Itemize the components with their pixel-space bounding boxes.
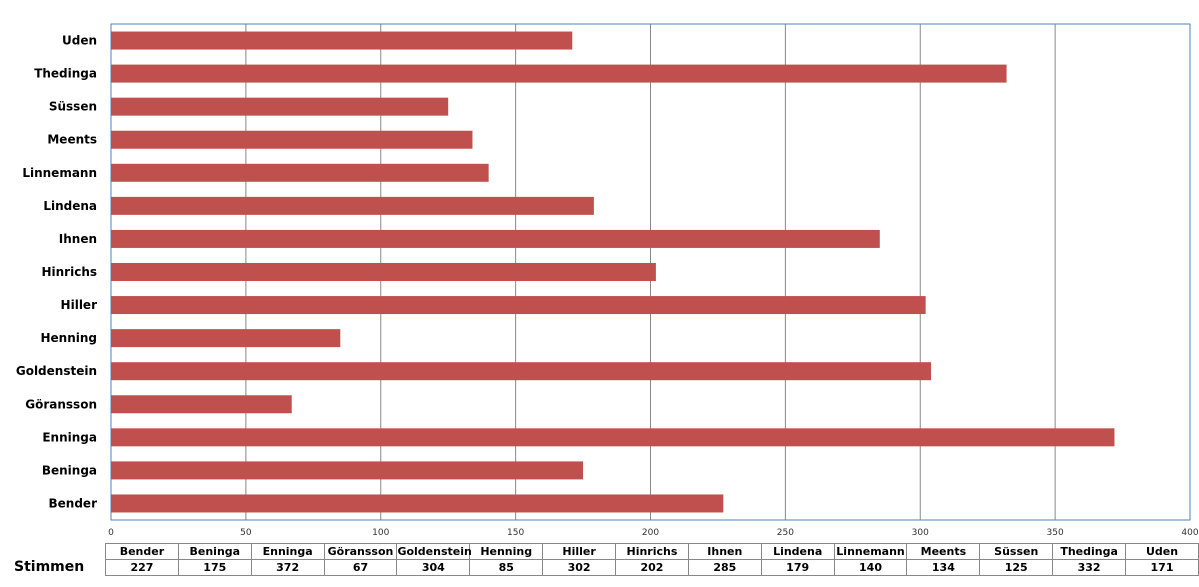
- table-value-cell: 85: [469, 559, 544, 576]
- table-header-cell: Thedinga: [1052, 543, 1127, 560]
- bar: [111, 97, 449, 116]
- bar: [111, 31, 573, 50]
- table-header-cell: Bender: [105, 543, 179, 560]
- table-header-cell: Linnemann: [833, 543, 908, 560]
- category-label: Süssen: [49, 100, 97, 114]
- bar: [111, 196, 594, 215]
- data-table-value-row: 227 175 372 67 304 85 302 202 285 179 140 134 125 332…: [105, 559, 1199, 576]
- table-value-cell: 125: [979, 559, 1054, 576]
- table-header-cell: Göransson: [323, 543, 398, 560]
- bar-chart: 0 50 100 150 200 250 300 350 400 Bender Beninga Enn…: [16, 23, 1199, 538]
- category-label: Goldenstein: [16, 364, 97, 378]
- table-value-cell: 372: [250, 559, 325, 576]
- bar: [111, 428, 1115, 447]
- x-tick-label: 150: [507, 528, 524, 538]
- table-value-cell: 175: [177, 559, 252, 576]
- bar: [111, 130, 473, 149]
- table-header-cell: Ihnen: [687, 543, 762, 560]
- category-label: Enninga: [42, 430, 97, 444]
- table-value-cell: 171: [1125, 559, 1199, 576]
- table-value-cell: 179: [760, 559, 835, 576]
- bar: [111, 494, 724, 513]
- table-header-cell: Süssen: [979, 543, 1054, 560]
- data-table: Bender Beninga Enninga Göransson Goldenstein…: [105, 543, 1199, 576]
- x-tick-label: 400: [1181, 528, 1198, 538]
- bar: [111, 229, 880, 248]
- category-label: Lindena: [43, 199, 97, 213]
- table-header-cell: Enninga: [250, 543, 325, 560]
- table-value-cell: 67: [323, 559, 398, 576]
- table-value-cell: 302: [542, 559, 617, 576]
- category-label: Bender: [49, 496, 98, 510]
- category-label: Beninga: [42, 463, 97, 477]
- table-header-cell: Henning: [469, 543, 544, 560]
- x-tick-label: 0: [108, 528, 114, 538]
- bar: [111, 395, 292, 414]
- table-value-cell: 304: [396, 559, 471, 576]
- x-tick-label: 300: [912, 528, 929, 538]
- bar: [111, 296, 926, 315]
- bar: [111, 64, 1007, 83]
- category-label: Uden: [62, 34, 97, 48]
- category-label: Hiller: [61, 298, 98, 312]
- data-table-header-row: Bender Beninga Enninga Göransson Goldenstein…: [105, 543, 1199, 560]
- table-header-cell: Hinrichs: [615, 543, 689, 560]
- table-value-cell: 285: [687, 559, 762, 576]
- table-value-cell: 332: [1052, 559, 1127, 576]
- bar: [111, 329, 341, 348]
- category-label: Linnemann: [22, 166, 97, 180]
- bar: [111, 461, 584, 480]
- series-label: Stimmen: [14, 559, 85, 575]
- category-label: Göransson: [25, 397, 97, 411]
- category-label: Meents: [47, 133, 97, 147]
- category-label: Thedinga: [34, 67, 97, 81]
- table-value-cell: 202: [615, 559, 689, 576]
- x-tick-label: 50: [240, 528, 252, 538]
- x-tick-label: 100: [372, 528, 389, 538]
- table-value-cell: 140: [833, 559, 908, 576]
- category-label: Henning: [40, 331, 97, 345]
- table-header-cell: Meents: [906, 543, 981, 560]
- table-header-cell: Goldenstein: [396, 543, 472, 560]
- category-label: Hinrichs: [41, 265, 97, 279]
- category-label: Ihnen: [59, 232, 97, 246]
- table-header-cell: Lindena: [760, 543, 835, 560]
- table-header-cell: Uden: [1125, 543, 1199, 560]
- x-tick-label: 350: [1047, 528, 1064, 538]
- table-header-cell: Hiller: [542, 543, 617, 560]
- x-tick-label: 200: [642, 528, 659, 538]
- table-value-cell: 227: [105, 559, 179, 576]
- table-value-cell: 134: [906, 559, 981, 576]
- bar: [111, 163, 489, 182]
- x-tick-label: 250: [777, 528, 794, 538]
- table-header-cell: Beninga: [177, 543, 252, 560]
- bar: [111, 362, 932, 381]
- bar: [111, 263, 656, 281]
